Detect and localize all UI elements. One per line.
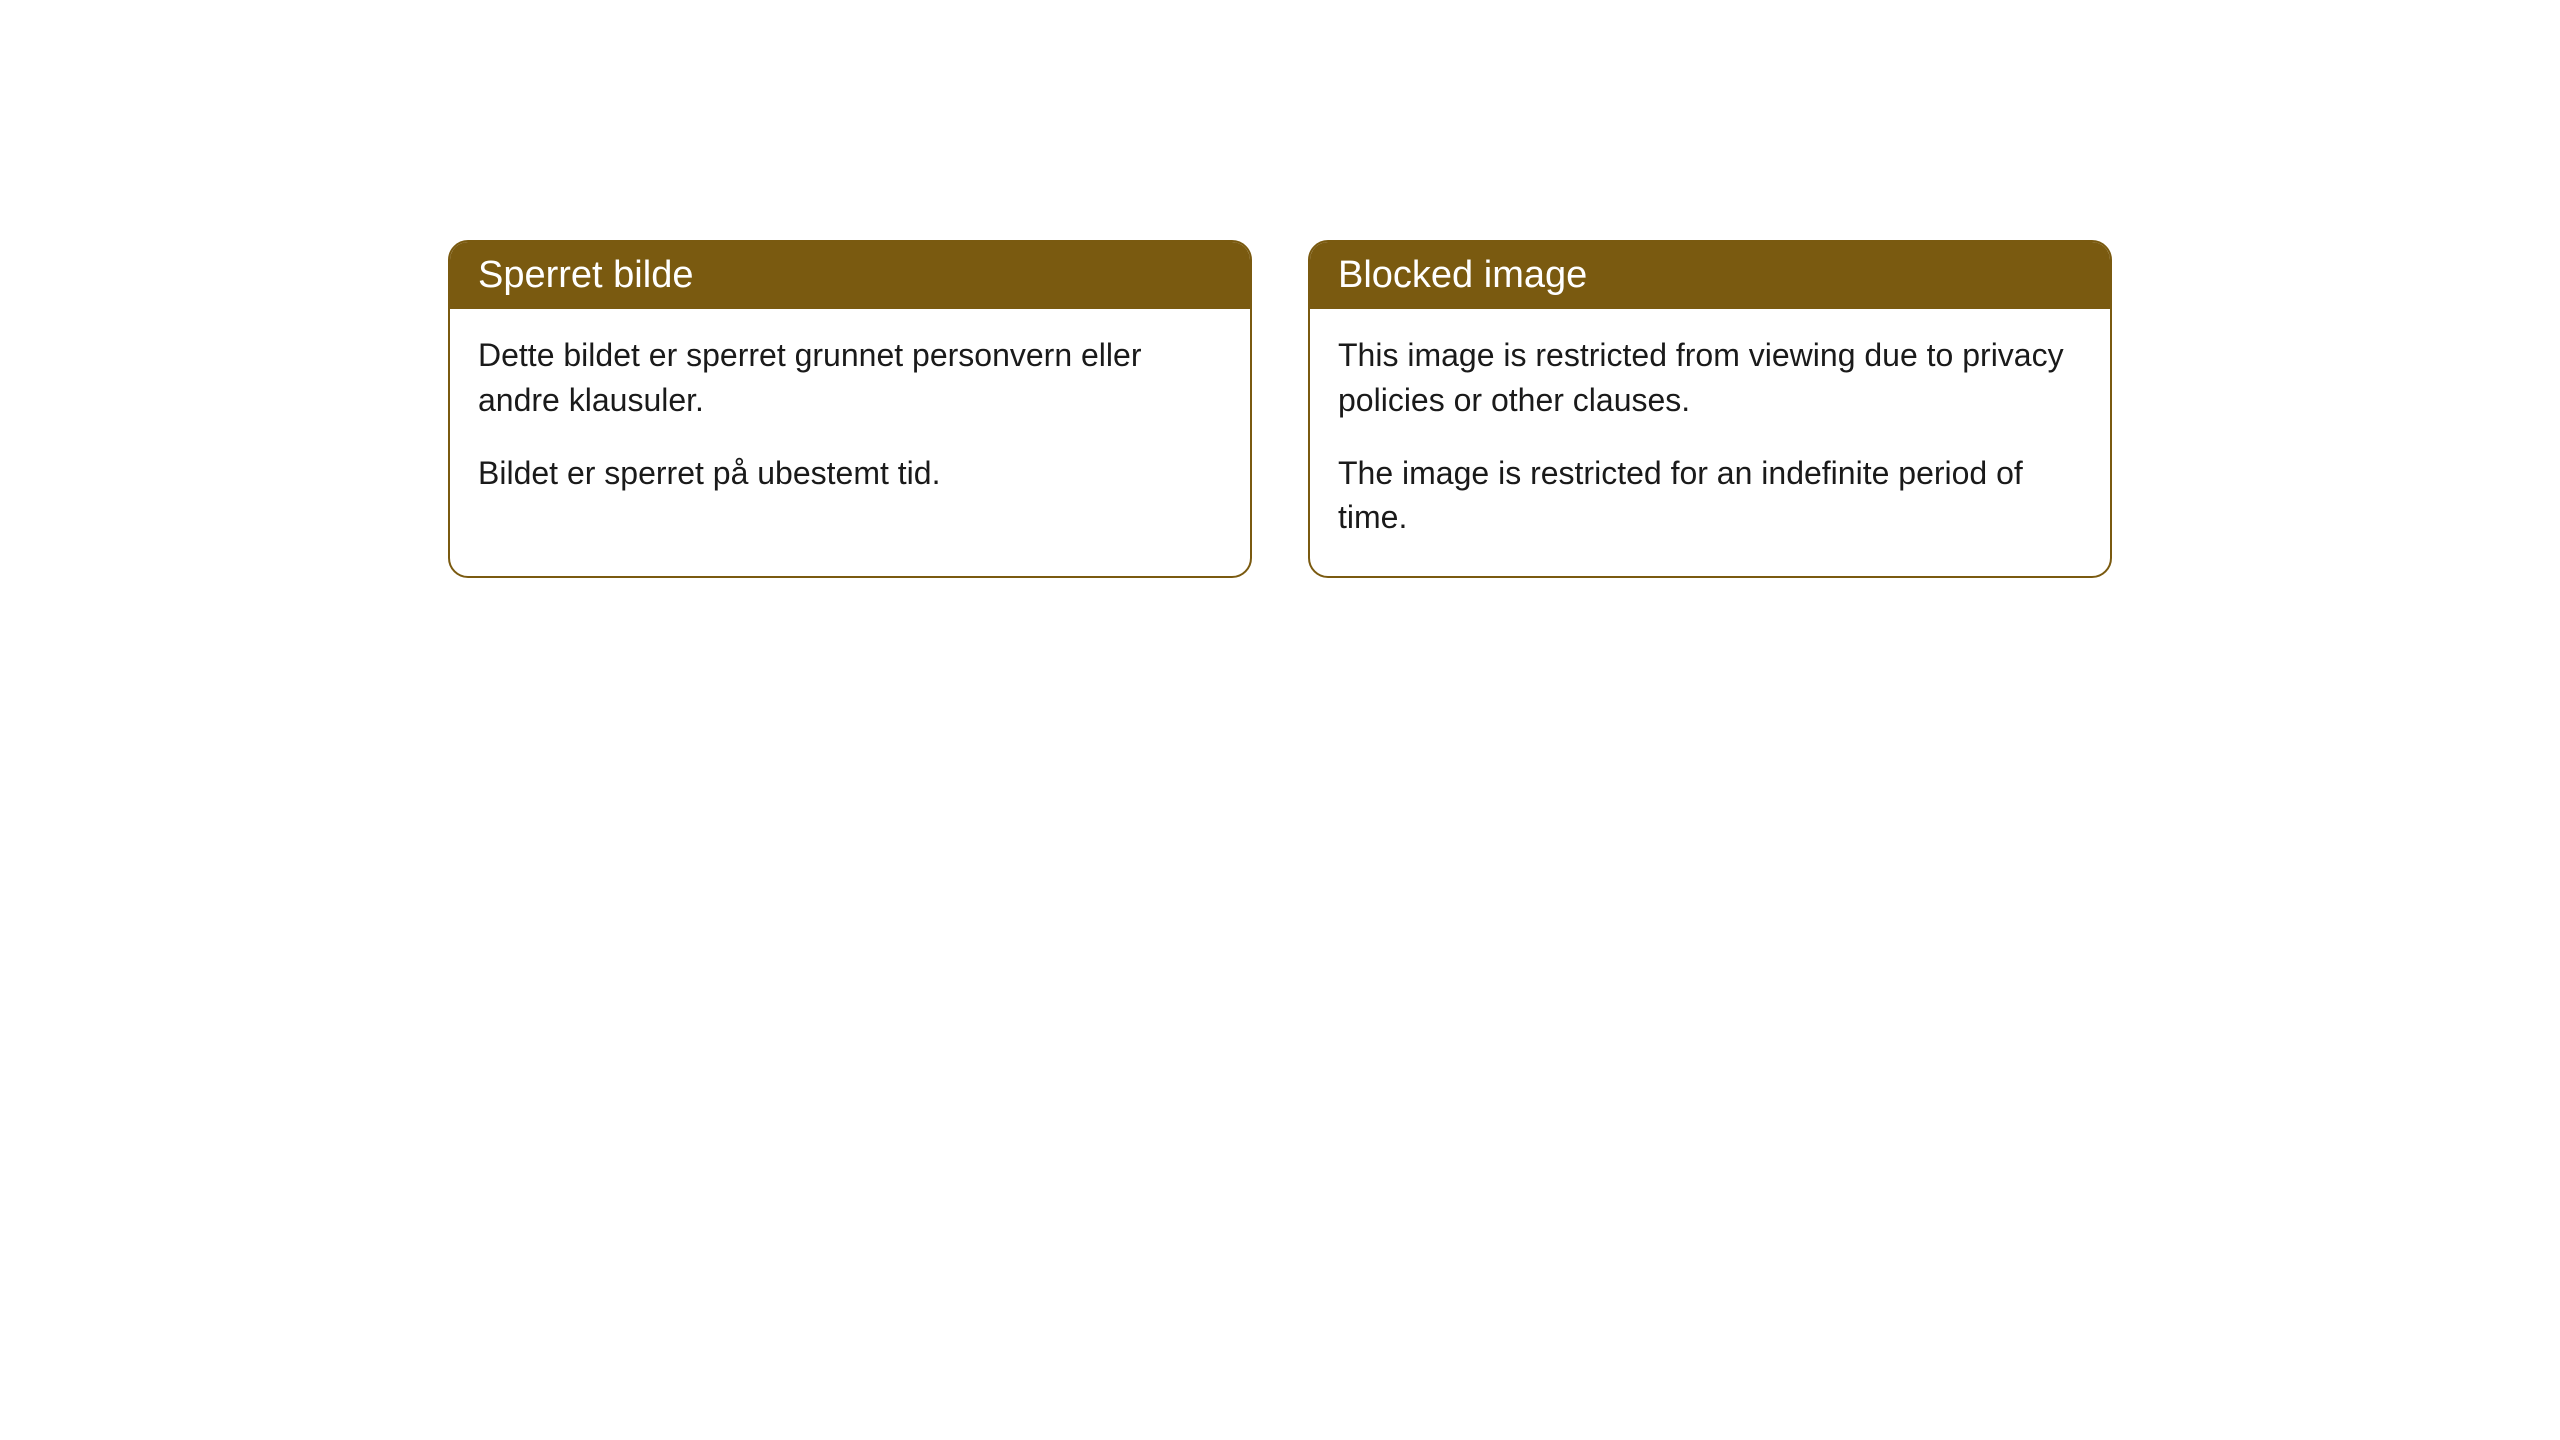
notice-cards-container: Sperret bilde Dette bildet er sperret gr…	[448, 240, 2112, 578]
card-paragraph-2-norwegian: Bildet er sperret på ubestemt tid.	[478, 451, 1222, 496]
card-header-norwegian: Sperret bilde	[450, 242, 1250, 309]
card-paragraph-1-norwegian: Dette bildet er sperret grunnet personve…	[478, 333, 1222, 423]
card-body-norwegian: Dette bildet er sperret grunnet personve…	[450, 309, 1250, 531]
notice-card-english: Blocked image This image is restricted f…	[1308, 240, 2112, 578]
card-header-english: Blocked image	[1310, 242, 2110, 309]
card-title-english: Blocked image	[1338, 254, 1587, 296]
card-title-norwegian: Sperret bilde	[478, 254, 693, 296]
card-paragraph-2-english: The image is restricted for an indefinit…	[1338, 451, 2082, 541]
card-paragraph-1-english: This image is restricted from viewing du…	[1338, 333, 2082, 423]
card-body-english: This image is restricted from viewing du…	[1310, 309, 2110, 576]
notice-card-norwegian: Sperret bilde Dette bildet er sperret gr…	[448, 240, 1252, 578]
